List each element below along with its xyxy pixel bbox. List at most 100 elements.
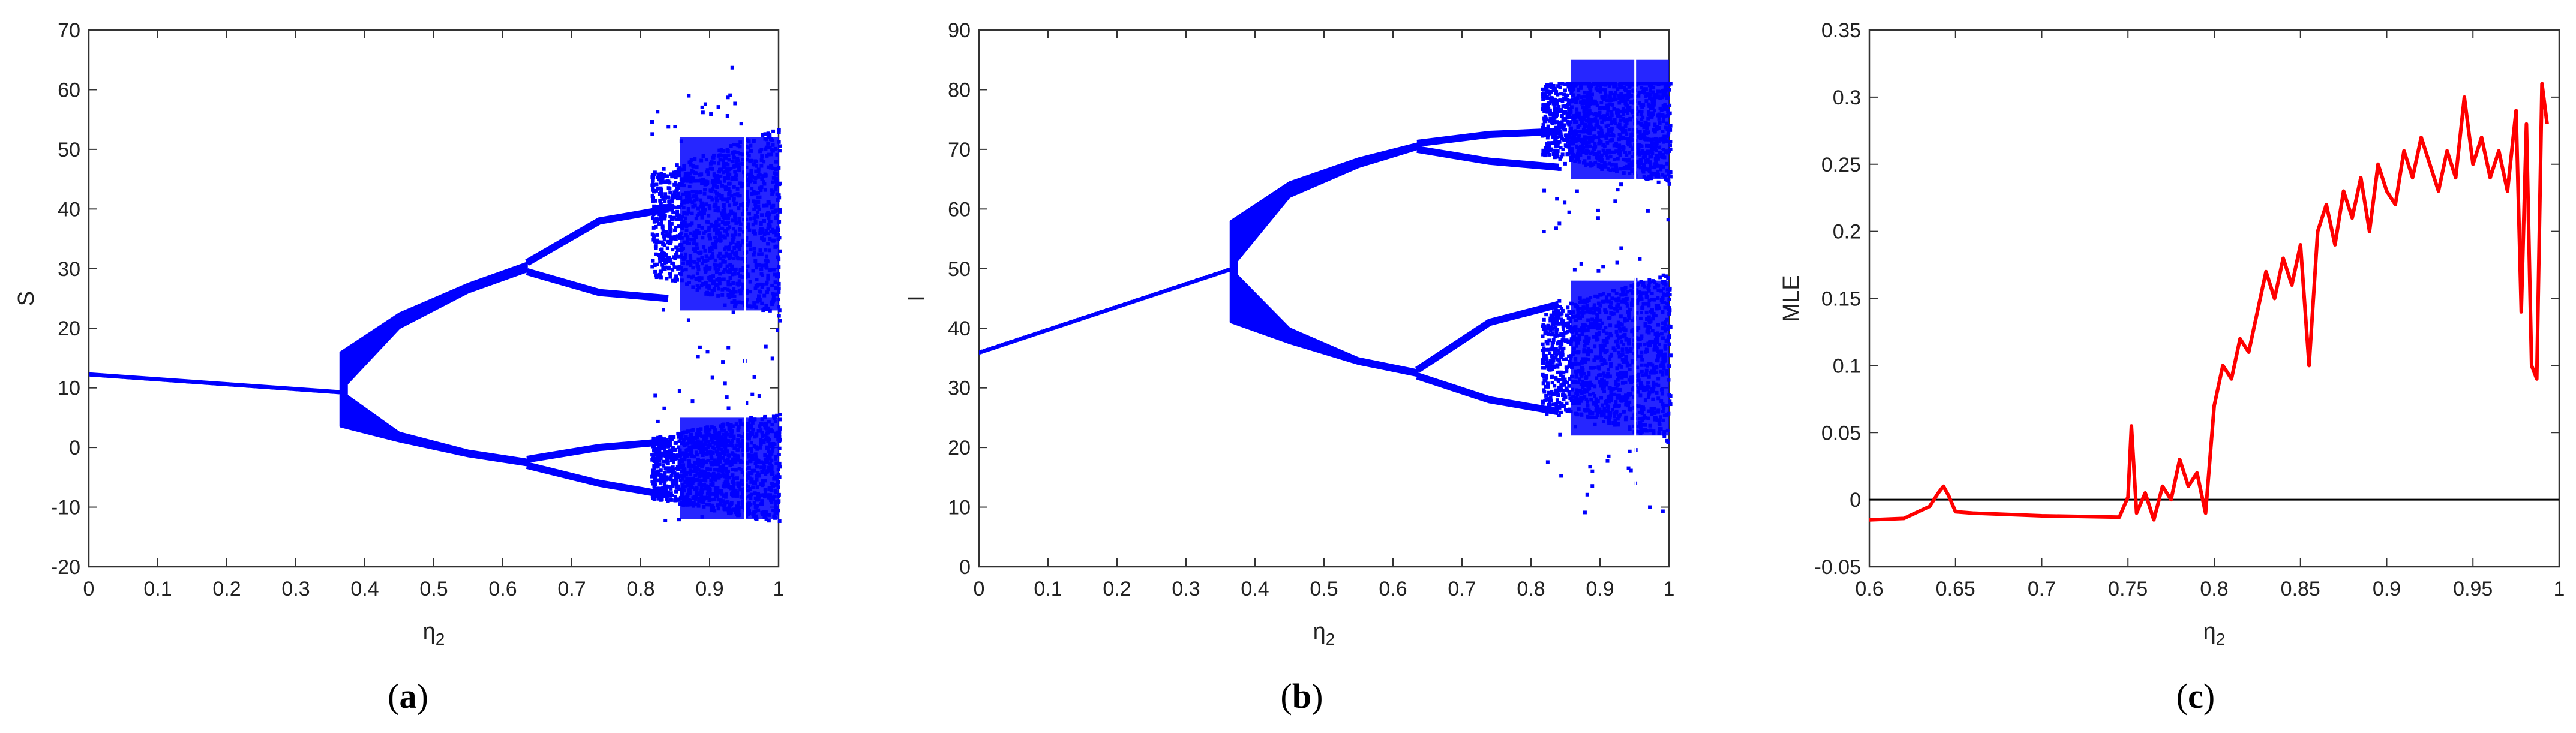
fixed-point bbox=[184, 379, 185, 384]
chaos-point bbox=[662, 459, 666, 464]
chaos-point bbox=[675, 278, 679, 282]
fixed-point bbox=[981, 349, 983, 354]
chaos-point bbox=[661, 485, 665, 489]
y-tick-label: 20 bbox=[58, 317, 80, 340]
fixed-point bbox=[230, 382, 232, 387]
chaos-point bbox=[739, 122, 743, 126]
chaos-point bbox=[677, 488, 681, 492]
chaos-point bbox=[1560, 349, 1565, 353]
chaos-point bbox=[678, 217, 682, 221]
fixed-point bbox=[1200, 277, 1202, 281]
upper-branch-band bbox=[1230, 142, 1418, 271]
chaos-point bbox=[674, 486, 678, 490]
chaos-point bbox=[666, 265, 671, 269]
fixed-point bbox=[268, 384, 269, 389]
lower-loop-top bbox=[1415, 301, 1560, 373]
fixed-point bbox=[1134, 299, 1136, 304]
fixed-point bbox=[290, 386, 292, 391]
chaos-point bbox=[669, 458, 674, 462]
x-tick-label: 1 bbox=[1664, 578, 1675, 600]
chaos-point bbox=[674, 274, 678, 278]
chaos-point bbox=[1567, 210, 1571, 214]
chaos-point bbox=[1568, 115, 1572, 119]
chaos-point bbox=[1553, 109, 1557, 113]
fixed-point bbox=[91, 372, 93, 377]
fixed-point bbox=[146, 376, 148, 381]
chaos-point bbox=[660, 215, 665, 219]
chaos-point bbox=[668, 226, 672, 230]
fixed-point bbox=[1111, 307, 1113, 311]
chaos-point bbox=[701, 110, 705, 115]
chaos-point bbox=[669, 230, 673, 234]
chaos-point bbox=[666, 470, 671, 474]
chaos-point bbox=[655, 238, 659, 242]
fixed-point bbox=[1056, 325, 1058, 329]
chaos-point bbox=[656, 458, 660, 462]
fixed-point bbox=[1004, 342, 1006, 347]
chaos-point bbox=[665, 246, 669, 250]
chaos-point bbox=[652, 466, 656, 470]
chaos-point bbox=[1557, 299, 1562, 303]
chaos-point bbox=[678, 465, 682, 470]
fixed-point bbox=[1139, 297, 1140, 302]
chaos-point bbox=[675, 205, 679, 209]
fixed-point bbox=[89, 372, 91, 377]
fixed-point bbox=[1160, 290, 1162, 295]
fixed-point bbox=[1130, 300, 1132, 305]
chaos-point bbox=[654, 475, 658, 479]
chaos-point bbox=[1554, 402, 1559, 406]
chaos-point bbox=[1548, 361, 1553, 365]
fixed-point bbox=[292, 386, 293, 391]
chaos-point bbox=[651, 436, 656, 440]
chaos-point bbox=[1542, 317, 1546, 322]
fixed-point bbox=[1229, 268, 1230, 272]
fixed-point bbox=[298, 387, 299, 392]
fixed-point bbox=[239, 383, 241, 387]
chaos-point bbox=[660, 176, 665, 181]
chaos-point bbox=[651, 470, 656, 474]
fixed-point bbox=[1013, 339, 1014, 344]
chaos-point bbox=[1563, 88, 1567, 92]
chaos-point bbox=[1557, 401, 1562, 405]
fixed-point bbox=[1143, 296, 1145, 301]
fixed-point bbox=[990, 347, 992, 352]
fixed-point bbox=[1097, 311, 1098, 316]
chaos-point bbox=[654, 217, 659, 221]
fixed-point bbox=[236, 383, 238, 387]
chaos-point bbox=[668, 214, 672, 218]
fixed-point bbox=[1224, 269, 1226, 274]
fixed-point bbox=[1183, 283, 1185, 287]
chaos-point bbox=[672, 255, 676, 259]
chaos-point bbox=[659, 202, 663, 206]
fixed-point bbox=[1125, 302, 1127, 307]
fixed-point bbox=[1214, 272, 1216, 277]
chaos-point bbox=[663, 204, 667, 208]
fixed-point bbox=[1171, 286, 1173, 291]
chaos-point bbox=[653, 480, 657, 484]
chaos-core-0 bbox=[680, 137, 779, 311]
fixed-point bbox=[312, 388, 314, 393]
fixed-point bbox=[276, 385, 278, 390]
chaos-point bbox=[662, 251, 666, 256]
chaos-point bbox=[1550, 375, 1554, 380]
chaos-point bbox=[1668, 175, 1673, 179]
chaos-point bbox=[654, 472, 659, 476]
fixed-point bbox=[1149, 293, 1151, 298]
x-tick-label: 0.7 bbox=[1448, 578, 1476, 600]
x-tick-label: 0.4 bbox=[1241, 578, 1269, 600]
fixed-point bbox=[1034, 332, 1036, 337]
chaos-point bbox=[660, 251, 664, 256]
chaos-point bbox=[671, 461, 675, 465]
chaos-point bbox=[777, 140, 781, 144]
chaos-point bbox=[1548, 112, 1552, 116]
fixed-point bbox=[138, 375, 140, 380]
chaos-point bbox=[1548, 328, 1553, 332]
fixed-point bbox=[326, 389, 328, 393]
fixed-point bbox=[140, 375, 142, 380]
chaos-point bbox=[667, 451, 671, 455]
chaos-point bbox=[669, 486, 673, 491]
fixed-point bbox=[1001, 343, 1002, 348]
fixed-point bbox=[329, 389, 331, 394]
fixed-point bbox=[1038, 331, 1040, 335]
fixed-point bbox=[113, 374, 115, 378]
